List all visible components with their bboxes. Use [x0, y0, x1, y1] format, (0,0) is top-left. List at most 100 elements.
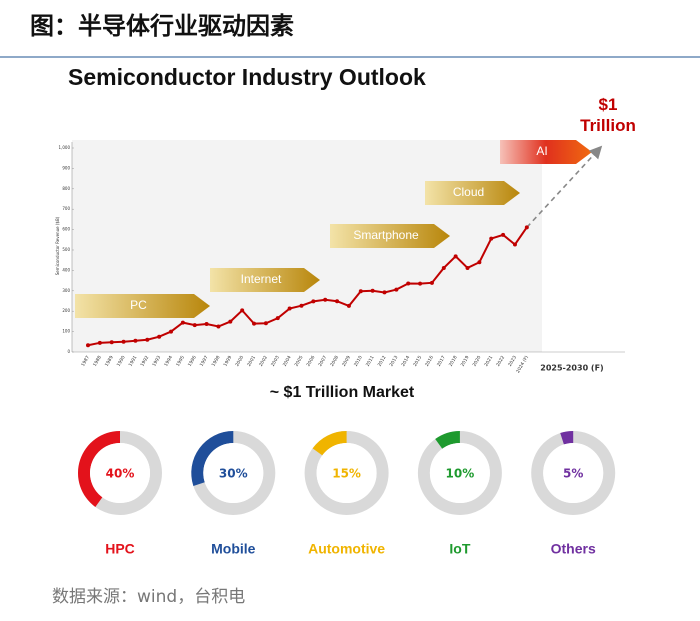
x-tick-label: 2002: [258, 355, 269, 368]
point: [180, 320, 185, 325]
point: [121, 339, 126, 344]
x-tick-label: 1999: [222, 355, 233, 368]
x-tick-label: 1996: [187, 355, 198, 368]
x-tick-label: 2025-2030 (F): [540, 364, 603, 373]
point: [418, 281, 423, 286]
donut-slice: [435, 431, 460, 449]
point: [346, 303, 351, 308]
donut-slice: [560, 431, 574, 445]
x-tick-label: 2008: [329, 355, 340, 368]
point: [311, 299, 316, 304]
y-tick-label: 500: [62, 247, 70, 252]
x-tick-label: 2012: [377, 355, 388, 368]
x-tick-label: 2014: [400, 355, 411, 368]
donut-slice: [191, 431, 234, 486]
donut-hole: [203, 443, 264, 503]
annotation: Internet: [241, 272, 282, 286]
point: [275, 316, 280, 321]
donut-hole: [543, 443, 604, 503]
x-tick-label: 1992: [139, 355, 150, 368]
x-tick-label: 1989: [104, 355, 115, 368]
x-tick-label: 2000: [234, 355, 245, 368]
x-tick-label: 2011: [365, 355, 376, 368]
y-tick-label: 300: [62, 288, 70, 293]
point: [429, 280, 434, 285]
source: 数据来源：wind，台积电: [52, 587, 245, 607]
annotation: Smartphone: [353, 228, 419, 242]
point: [240, 308, 245, 313]
value-label: 40%: [106, 467, 135, 481]
x-tick-label: 1994: [163, 355, 174, 368]
point: [157, 334, 162, 339]
y-tick-label: 700: [62, 206, 70, 211]
x-tick-label: 2007: [317, 355, 328, 368]
annotation: PC: [130, 298, 147, 312]
value-label: 15%: [332, 467, 361, 481]
point: [109, 340, 114, 345]
point: [299, 303, 304, 308]
chart-subtitle: ~ $1 Trillion Market: [270, 384, 415, 401]
point: [382, 290, 387, 295]
x-tick-label: 2010: [353, 355, 364, 368]
x-tick-label: 1988: [92, 355, 103, 368]
point: [358, 289, 363, 294]
annotation: AI: [536, 144, 547, 158]
x-tick-label: 1993: [151, 355, 162, 368]
point: [145, 337, 150, 342]
plot-background: [72, 140, 542, 352]
x-tick-label: 2018: [448, 355, 459, 368]
annotation-arrow: [75, 294, 210, 318]
donut-hole: [429, 443, 490, 503]
x-tick-label: 2001: [246, 355, 257, 368]
value-label: 5%: [563, 467, 583, 481]
value-label: 30%: [219, 467, 248, 481]
y-tick-label: 600: [62, 227, 70, 232]
donut-slice: [78, 431, 120, 507]
annotation-arrow: [330, 224, 450, 248]
y-tick-label: 400: [62, 267, 70, 272]
point: [252, 321, 257, 326]
x-tick-label: 2015: [412, 355, 423, 368]
y-tick-label: 0: [67, 349, 70, 354]
y-tick-label: 900: [62, 165, 70, 170]
x-tick-label: 2023: [507, 355, 518, 368]
point: [204, 322, 209, 327]
point: [323, 297, 328, 302]
line: [87, 226, 528, 347]
x-tick-label: 2017: [436, 355, 447, 368]
point: [406, 281, 411, 286]
point: [86, 343, 90, 348]
y-tick-label: 1,000: [59, 145, 71, 150]
point: [524, 225, 529, 230]
point: [335, 299, 340, 304]
forecast-label: $1 Trillion: [580, 95, 636, 135]
x-tick-label: 2019: [460, 355, 471, 368]
point: [169, 329, 174, 334]
donut-slice: [312, 431, 347, 456]
point: [394, 287, 399, 292]
x-tick-label: 1991: [128, 355, 139, 368]
y-tick-label: 100: [62, 329, 70, 334]
point: [133, 338, 138, 343]
donut-hole: [90, 443, 150, 503]
annotation-arrow: [500, 140, 592, 164]
annotation-arrow: [425, 181, 520, 205]
x-tick-label: 1990: [116, 355, 127, 368]
annotation-arrow: [210, 268, 320, 292]
point: [97, 340, 102, 345]
point: [512, 242, 517, 247]
point: [501, 232, 506, 237]
point: [192, 323, 197, 328]
annotation: Cloud: [453, 185, 484, 199]
point: [263, 321, 268, 326]
y-tick-label: 200: [62, 308, 70, 313]
x-tick-label: 1997: [199, 355, 210, 368]
category-label: HPC: [105, 541, 135, 557]
category-label: Others: [551, 541, 596, 557]
x-tick-label: 2005: [294, 355, 305, 368]
point: [216, 324, 221, 329]
x-tick-label: 2016: [424, 355, 435, 368]
point: [453, 254, 458, 259]
